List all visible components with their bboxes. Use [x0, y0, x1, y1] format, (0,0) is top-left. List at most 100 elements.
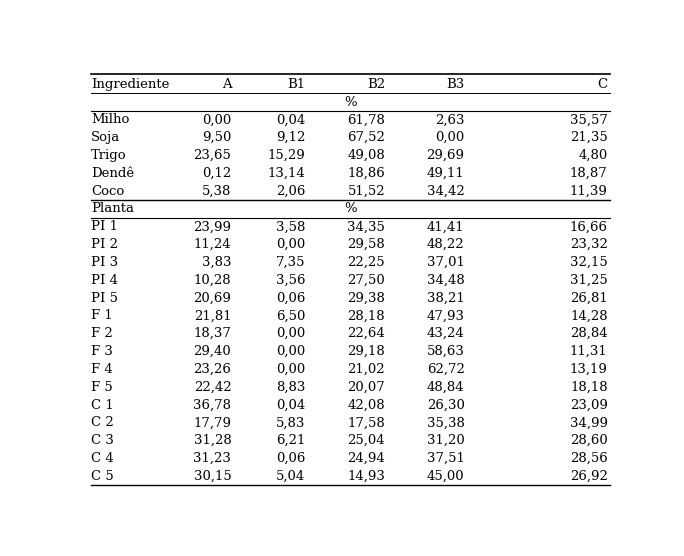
- Text: A: A: [222, 78, 231, 91]
- Text: 27,50: 27,50: [347, 274, 385, 287]
- Text: 0,00: 0,00: [276, 327, 306, 340]
- Text: PI 3: PI 3: [91, 256, 118, 269]
- Text: 10,28: 10,28: [194, 274, 231, 287]
- Text: 26,92: 26,92: [570, 470, 607, 483]
- Text: 18,86: 18,86: [347, 167, 385, 180]
- Text: 32,15: 32,15: [570, 256, 607, 269]
- Text: 22,42: 22,42: [194, 381, 231, 394]
- Text: C 4: C 4: [91, 452, 114, 465]
- Text: 16,66: 16,66: [570, 220, 607, 234]
- Text: 58,63: 58,63: [427, 345, 464, 358]
- Text: 5,04: 5,04: [276, 470, 306, 483]
- Text: 21,35: 21,35: [570, 131, 607, 144]
- Text: 23,09: 23,09: [570, 399, 607, 411]
- Text: 23,32: 23,32: [570, 238, 607, 251]
- Text: 31,25: 31,25: [570, 274, 607, 287]
- Text: 13,19: 13,19: [570, 363, 607, 376]
- Text: 0,06: 0,06: [276, 291, 306, 305]
- Text: 0,00: 0,00: [435, 131, 464, 144]
- Text: 29,38: 29,38: [347, 291, 385, 305]
- Text: 15,29: 15,29: [267, 149, 306, 162]
- Text: %: %: [344, 96, 357, 108]
- Text: 61,78: 61,78: [347, 113, 385, 126]
- Text: 49,11: 49,11: [427, 167, 464, 180]
- Text: 24,94: 24,94: [347, 452, 385, 465]
- Text: Coco: Coco: [91, 185, 124, 197]
- Text: B3: B3: [446, 78, 464, 91]
- Text: 5,83: 5,83: [276, 416, 306, 429]
- Text: 45,00: 45,00: [427, 470, 464, 483]
- Text: 43,24: 43,24: [427, 327, 464, 340]
- Text: 37,01: 37,01: [427, 256, 464, 269]
- Text: 4,80: 4,80: [579, 149, 607, 162]
- Text: 22,25: 22,25: [347, 256, 385, 269]
- Text: 31,28: 31,28: [194, 434, 231, 447]
- Text: 0,06: 0,06: [276, 452, 306, 465]
- Text: 37,51: 37,51: [427, 452, 464, 465]
- Text: 62,72: 62,72: [427, 363, 464, 376]
- Text: 34,48: 34,48: [427, 274, 464, 287]
- Text: 34,42: 34,42: [427, 185, 464, 197]
- Text: 0,00: 0,00: [276, 363, 306, 376]
- Text: PI 5: PI 5: [91, 291, 118, 305]
- Text: 18,18: 18,18: [570, 381, 607, 394]
- Text: 11,24: 11,24: [194, 238, 231, 251]
- Text: 23,26: 23,26: [194, 363, 231, 376]
- Text: Soja: Soja: [91, 131, 120, 144]
- Text: B2: B2: [367, 78, 385, 91]
- Text: 20,07: 20,07: [347, 381, 385, 394]
- Text: 11,39: 11,39: [570, 185, 607, 197]
- Text: 2,63: 2,63: [435, 113, 464, 126]
- Text: 34,35: 34,35: [347, 220, 385, 234]
- Text: 51,52: 51,52: [347, 185, 385, 197]
- Text: F 4: F 4: [91, 363, 113, 376]
- Text: PI 4: PI 4: [91, 274, 118, 287]
- Text: 9,50: 9,50: [202, 131, 231, 144]
- Text: 18,37: 18,37: [194, 327, 231, 340]
- Text: 23,65: 23,65: [194, 149, 231, 162]
- Text: 28,18: 28,18: [347, 309, 385, 322]
- Text: 0,00: 0,00: [202, 113, 231, 126]
- Text: Ingrediente: Ingrediente: [91, 78, 169, 91]
- Text: 17,58: 17,58: [347, 416, 385, 429]
- Text: 67,52: 67,52: [347, 131, 385, 144]
- Text: %: %: [344, 202, 357, 216]
- Text: 41,41: 41,41: [427, 220, 464, 234]
- Text: 9,12: 9,12: [276, 131, 306, 144]
- Text: 0,04: 0,04: [276, 113, 306, 126]
- Text: 29,58: 29,58: [347, 238, 385, 251]
- Text: 0,00: 0,00: [276, 345, 306, 358]
- Text: 28,84: 28,84: [570, 327, 607, 340]
- Text: 18,87: 18,87: [570, 167, 607, 180]
- Text: 31,23: 31,23: [194, 452, 231, 465]
- Text: Milho: Milho: [91, 113, 129, 126]
- Text: 28,56: 28,56: [570, 452, 607, 465]
- Text: 13,14: 13,14: [267, 167, 306, 180]
- Text: 5,38: 5,38: [202, 185, 231, 197]
- Text: C 2: C 2: [91, 416, 114, 429]
- Text: 14,28: 14,28: [570, 309, 607, 322]
- Text: 6,50: 6,50: [276, 309, 306, 322]
- Text: Trigo: Trigo: [91, 149, 127, 162]
- Text: 2,06: 2,06: [276, 185, 306, 197]
- Text: 0,12: 0,12: [202, 167, 231, 180]
- Text: PI 1: PI 1: [91, 220, 118, 234]
- Text: 23,99: 23,99: [194, 220, 231, 234]
- Text: 36,78: 36,78: [194, 399, 231, 411]
- Text: 38,21: 38,21: [427, 291, 464, 305]
- Text: 28,60: 28,60: [570, 434, 607, 447]
- Text: 42,08: 42,08: [347, 399, 385, 411]
- Text: PI 2: PI 2: [91, 238, 118, 251]
- Text: F 3: F 3: [91, 345, 113, 358]
- Text: 48,22: 48,22: [427, 238, 464, 251]
- Text: 7,35: 7,35: [276, 256, 306, 269]
- Text: 29,40: 29,40: [194, 345, 231, 358]
- Text: 3,56: 3,56: [276, 274, 306, 287]
- Text: 6,21: 6,21: [276, 434, 306, 447]
- Text: 47,93: 47,93: [427, 309, 464, 322]
- Text: 3,83: 3,83: [202, 256, 231, 269]
- Text: 48,84: 48,84: [427, 381, 464, 394]
- Text: 14,93: 14,93: [347, 470, 385, 483]
- Text: C 1: C 1: [91, 399, 114, 411]
- Text: C 3: C 3: [91, 434, 114, 447]
